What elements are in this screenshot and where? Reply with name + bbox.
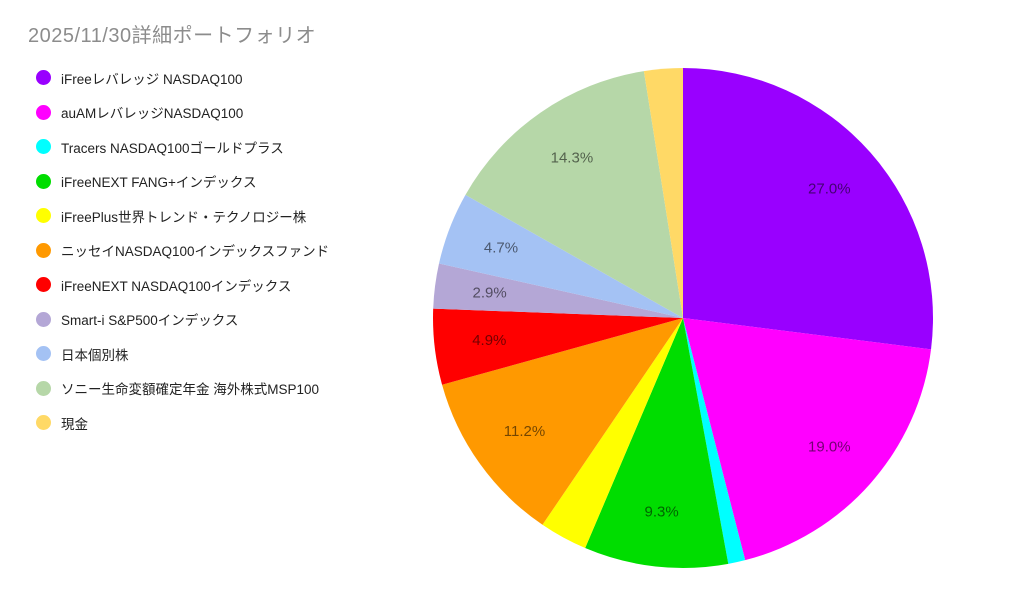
pie-slice-label: 27.0%: [808, 181, 851, 198]
legend-color-dot: [36, 208, 51, 223]
legend-item[interactable]: Tracers NASDAQ100ゴールドプラス: [36, 139, 329, 156]
legend-color-dot: [36, 380, 51, 396]
pie-slice-label: 4.7%: [484, 239, 518, 256]
legend-item[interactable]: 現金: [36, 415, 329, 432]
legend-color-dot: [36, 242, 51, 258]
legend-item[interactable]: 日本個別株: [36, 346, 329, 363]
legend-color-dot: [36, 70, 51, 85]
legend: iFreeレバレッジ NASDAQ100 auAMレバレッジNASDAQ100 Tr…: [36, 70, 329, 450]
pie-slice[interactable]: [439, 194, 683, 318]
chart-title: 2025/11/30詳細ポートフォリオ: [28, 25, 317, 47]
legend-color-dot: [36, 277, 51, 292]
pie-slice[interactable]: [465, 71, 683, 318]
pie-slice[interactable]: [433, 308, 683, 385]
pie-slice[interactable]: [683, 318, 932, 561]
legend-item[interactable]: iFreeNEXT NASDAQ100インデックス: [36, 277, 329, 294]
pie-slice-label: 2.9%: [472, 285, 506, 302]
legend-item-label: auAMレバレッジNASDAQ100: [61, 106, 244, 121]
legend-color-dot: [36, 311, 51, 327]
legend-item[interactable]: Smart-i S&P500インデックス: [36, 311, 329, 328]
pie-slice-label: 19.0%: [808, 439, 851, 456]
pie-slice[interactable]: [433, 263, 683, 318]
pie-slice-label: 14.3%: [551, 149, 594, 166]
pie-slice[interactable]: [683, 67, 934, 350]
pie-slice[interactable]: [442, 318, 683, 525]
legend-item-label: 現金: [61, 416, 88, 432]
legend-item[interactable]: iFreeレバレッジ NASDAQ100: [36, 70, 329, 87]
legend-item-label: Smart-i S&P500インデックス: [61, 313, 239, 328]
pie-slice[interactable]: [542, 318, 683, 549]
pie-slice-label: 4.9%: [472, 332, 506, 349]
legend-item[interactable]: auAMレバレッジNASDAQ100: [36, 104, 329, 121]
legend-item[interactable]: ニッセイNASDAQ100インデックスファンド: [36, 242, 330, 259]
pie-slice-label: 9.3%: [644, 503, 678, 520]
pie-slice[interactable]: [643, 68, 683, 318]
legend-color-dot: [36, 173, 51, 189]
legend-item[interactable]: ソニー生命変額確定年金 海外株式MSP100: [36, 380, 329, 397]
legend-item-label: 日本個別株: [61, 347, 129, 363]
pie-slice[interactable]: [683, 318, 746, 564]
legend-item-label: iFreePlus世界トレンド・テクノロジー株: [61, 209, 307, 225]
legend-item-label: ソニー生命変額確定年金 海外株式MSP100: [61, 382, 320, 397]
legend-color-dot: [36, 104, 51, 120]
legend-color-dot: [36, 415, 51, 430]
legend-item[interactable]: iFreePlus世界トレンド・テクノロジー株: [36, 208, 329, 225]
legend-item-label: iFreeNEXT FANG+インデックス: [61, 175, 257, 190]
legend-color-dot: [36, 139, 51, 154]
legend-item[interactable]: iFreeNEXT FANG+インデックス: [36, 173, 329, 190]
pie-slice-label: 11.2%: [504, 423, 545, 440]
legend-item-label: iFreeレバレッジ NASDAQ100: [61, 71, 243, 87]
pie-slice[interactable]: [585, 318, 729, 568]
legend-color-dot: [36, 346, 51, 361]
legend-item-label: Tracers NASDAQ100ゴールドプラス: [61, 140, 284, 156]
legend-item-label: ニッセイNASDAQ100インデックスファンド: [61, 244, 330, 259]
legend-item-label: iFreeNEXT NASDAQ100インデックス: [61, 278, 292, 294]
